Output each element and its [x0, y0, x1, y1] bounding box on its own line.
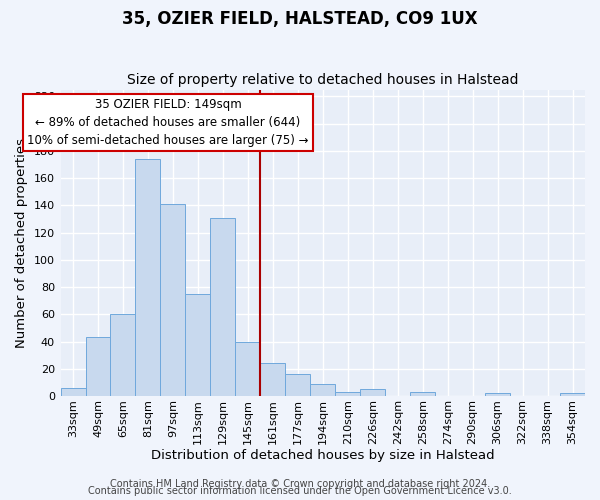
- Bar: [410, 392, 435, 396]
- Bar: [260, 364, 286, 396]
- Text: Contains HM Land Registry data © Crown copyright and database right 2024.: Contains HM Land Registry data © Crown c…: [110, 479, 490, 489]
- Text: 35 OZIER FIELD: 149sqm
← 89% of detached houses are smaller (644)
10% of semi-de: 35 OZIER FIELD: 149sqm ← 89% of detached…: [27, 98, 308, 146]
- Bar: [235, 342, 260, 396]
- Bar: [286, 374, 310, 396]
- Bar: [360, 389, 385, 396]
- Bar: [61, 388, 86, 396]
- Text: Contains public sector information licensed under the Open Government Licence v3: Contains public sector information licen…: [88, 486, 512, 496]
- Bar: [335, 392, 360, 396]
- Bar: [211, 218, 235, 396]
- X-axis label: Distribution of detached houses by size in Halstead: Distribution of detached houses by size …: [151, 450, 494, 462]
- Bar: [86, 338, 110, 396]
- Bar: [136, 159, 160, 396]
- Bar: [110, 314, 136, 396]
- Bar: [160, 204, 185, 396]
- Bar: [560, 394, 585, 396]
- Text: 35, OZIER FIELD, HALSTEAD, CO9 1UX: 35, OZIER FIELD, HALSTEAD, CO9 1UX: [122, 10, 478, 28]
- Title: Size of property relative to detached houses in Halstead: Size of property relative to detached ho…: [127, 73, 518, 87]
- Y-axis label: Number of detached properties: Number of detached properties: [15, 138, 28, 348]
- Bar: [310, 384, 335, 396]
- Bar: [185, 294, 211, 396]
- Bar: [485, 394, 510, 396]
